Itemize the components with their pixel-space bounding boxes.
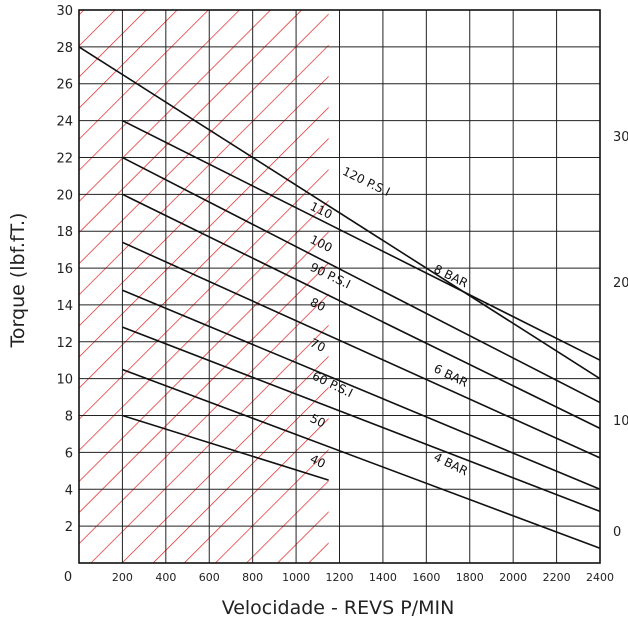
x-tick-label: 600: [199, 571, 220, 584]
hatched-area: [79, 10, 329, 563]
y-axis-label: Torque (lbf.fT.): [7, 213, 29, 349]
y-tick-label: 22: [56, 151, 73, 166]
x-tick-label: 200: [112, 571, 133, 584]
series-line: [122, 156, 601, 404]
y-tick-label: 20: [56, 188, 73, 203]
line-label: 50: [308, 411, 328, 430]
x-tick-label: 0: [64, 570, 72, 585]
series-line: [122, 326, 601, 513]
y-tick-label: 4: [65, 483, 73, 498]
right-axis-tick-label: 10: [613, 414, 628, 429]
y-tick-label: 30: [56, 4, 73, 19]
y-tick-label: 18: [56, 225, 73, 240]
y-tick-label: 10: [56, 373, 73, 388]
series-line: [122, 414, 329, 481]
y-tick-label: 6: [65, 446, 73, 461]
x-tick-label: 2400: [586, 571, 614, 584]
y-tick-label: 2: [65, 520, 73, 535]
bar-annotation: 6 BAR: [432, 361, 471, 389]
y-tick-label: 16: [56, 262, 73, 277]
x-tick-label: 2000: [499, 571, 527, 584]
y-tick-label: 26: [56, 78, 73, 93]
line-label: 70: [308, 336, 328, 355]
x-tick-label: 1400: [369, 571, 397, 584]
plot-frame: [78, 9, 601, 564]
x-tick-label: 1600: [412, 571, 440, 584]
series-line: [122, 289, 601, 491]
y-tick-label: 24: [56, 115, 73, 130]
line-label: 80: [308, 295, 328, 314]
series-line: [122, 193, 601, 430]
right-axis-tick-label: 0: [613, 525, 621, 540]
plot-border: [78, 9, 601, 564]
series-line: [78, 46, 601, 380]
x-tick-label: 1800: [456, 571, 484, 584]
x-tick-labels: 0 200 400 600 800 1000 1200 1400 1600 1800 2000 220…: [64, 570, 614, 585]
x-tick-label: 1200: [326, 571, 354, 584]
y-tick-label: 28: [56, 41, 73, 56]
line-label: 120 P.S.I: [340, 164, 392, 199]
y-tick-label: 14: [56, 299, 73, 314]
x-tick-label: 1000: [282, 571, 310, 584]
y-tick-label: 8: [65, 410, 73, 425]
series-line: [122, 368, 601, 550]
series-lines: [78, 46, 601, 550]
line-label: 40: [308, 452, 328, 471]
right-axis-tick-label: 30: [613, 130, 628, 145]
right-axis-tick-label: 20: [613, 276, 628, 291]
series-line: [122, 241, 601, 459]
x-tick-label: 800: [242, 571, 263, 584]
right-axis-tick-labels: 0 10 20 30: [613, 130, 628, 540]
x-tick-label: 400: [155, 571, 176, 584]
shaded-region: [79, 10, 329, 563]
x-tick-label: 2200: [543, 571, 571, 584]
y-tick-label: 12: [56, 336, 73, 351]
x-axis-label: Velocidade - REVS P/MIN: [222, 597, 455, 619]
series-line: [122, 119, 601, 361]
